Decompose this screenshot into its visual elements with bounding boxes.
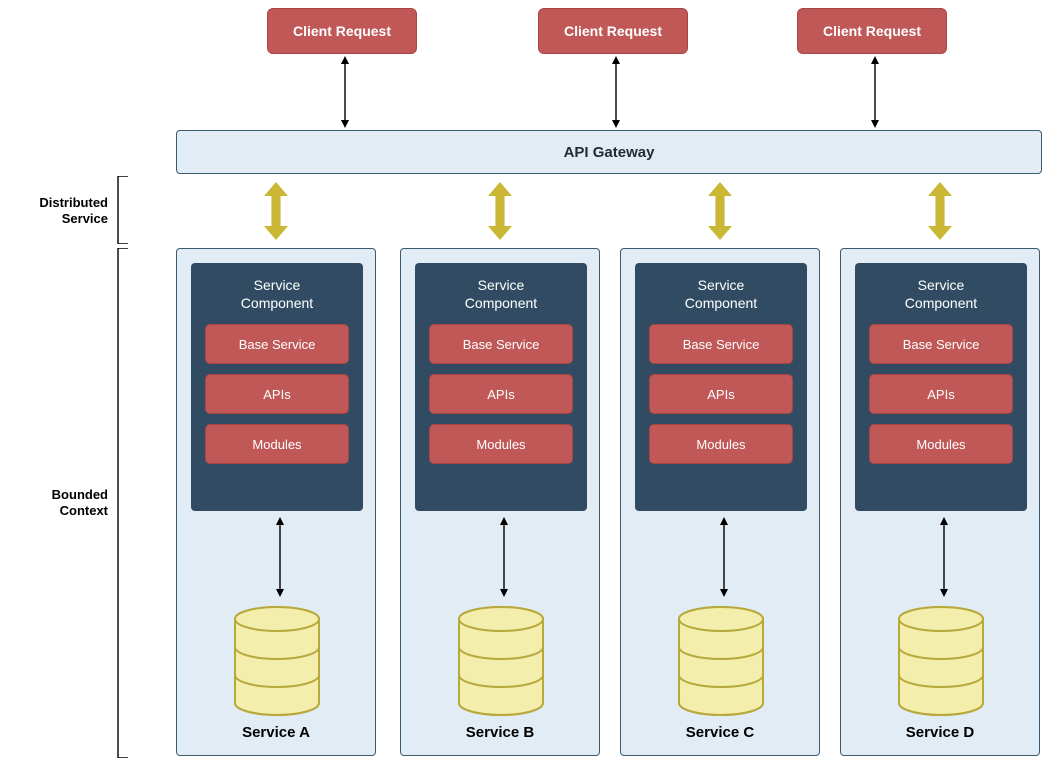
service-component: ServiceComponent Base Service APIs Modules [855, 263, 1027, 511]
client-request-label: Client Request [293, 23, 391, 39]
database-icon [676, 605, 766, 717]
architecture-diagram: Client Request Client Request Client Reque… [0, 0, 1059, 775]
api-gateway: API Gateway [176, 130, 1042, 174]
client-request-label: Client Request [823, 23, 921, 39]
service-name-label: Service D [841, 724, 1039, 741]
component-item: Modules [869, 424, 1013, 464]
component-item: Modules [649, 424, 793, 464]
bracket-distributed [114, 176, 128, 249]
label-bounded-context: BoundedContext [38, 487, 108, 518]
arrow-client-gateway [610, 56, 622, 128]
service-container: ServiceComponentBase ServiceAPIsModules … [840, 248, 1040, 756]
service-name-label: Service B [401, 724, 599, 741]
database-icon [896, 605, 986, 717]
component-item: APIs [429, 374, 573, 414]
client-request-label: Client Request [564, 23, 662, 39]
api-gateway-label: API Gateway [564, 144, 655, 161]
component-item: APIs [205, 374, 349, 414]
arrow-client-gateway [869, 56, 881, 128]
service-name-label: Service C [621, 724, 819, 741]
service-component: ServiceComponent Base Service APIs Modules [191, 263, 363, 511]
component-item: Base Service [649, 324, 793, 364]
service-name-label: Service A [177, 724, 375, 741]
client-request-box: Client Request [797, 8, 947, 54]
service-component-title: ServiceComponent [429, 277, 573, 312]
arrow-client-gateway [339, 56, 351, 128]
service-container: ServiceComponentBase ServiceAPIsModules … [176, 248, 376, 756]
label-distributed-service: DistributedService [24, 195, 108, 226]
arrow-gateway-service [708, 182, 732, 240]
service-component: ServiceComponent Base Service APIs Modules [635, 263, 807, 511]
service-component-title: ServiceComponent [205, 277, 349, 312]
service-container: ServiceComponentBase ServiceAPIsModules … [620, 248, 820, 756]
arrow-gateway-service [928, 182, 952, 240]
client-request-box: Client Request [538, 8, 688, 54]
bracket-bounded [114, 248, 128, 763]
arrow-component-db [274, 517, 286, 597]
arrow-component-db [718, 517, 730, 597]
client-request-box: Client Request [267, 8, 417, 54]
component-item: Base Service [429, 324, 573, 364]
component-item: Base Service [869, 324, 1013, 364]
arrow-component-db [498, 517, 510, 597]
component-item: Modules [205, 424, 349, 464]
component-item: APIs [869, 374, 1013, 414]
arrow-gateway-service [488, 182, 512, 240]
database-icon [232, 605, 322, 717]
component-item: Base Service [205, 324, 349, 364]
database-icon [456, 605, 546, 717]
service-container: ServiceComponentBase ServiceAPIsModules … [400, 248, 600, 756]
service-component: ServiceComponent Base Service APIs Modules [415, 263, 587, 511]
component-item: Modules [429, 424, 573, 464]
arrow-component-db [938, 517, 950, 597]
component-item: APIs [649, 374, 793, 414]
service-component-title: ServiceComponent [869, 277, 1013, 312]
service-component-title: ServiceComponent [649, 277, 793, 312]
arrow-gateway-service [264, 182, 288, 240]
